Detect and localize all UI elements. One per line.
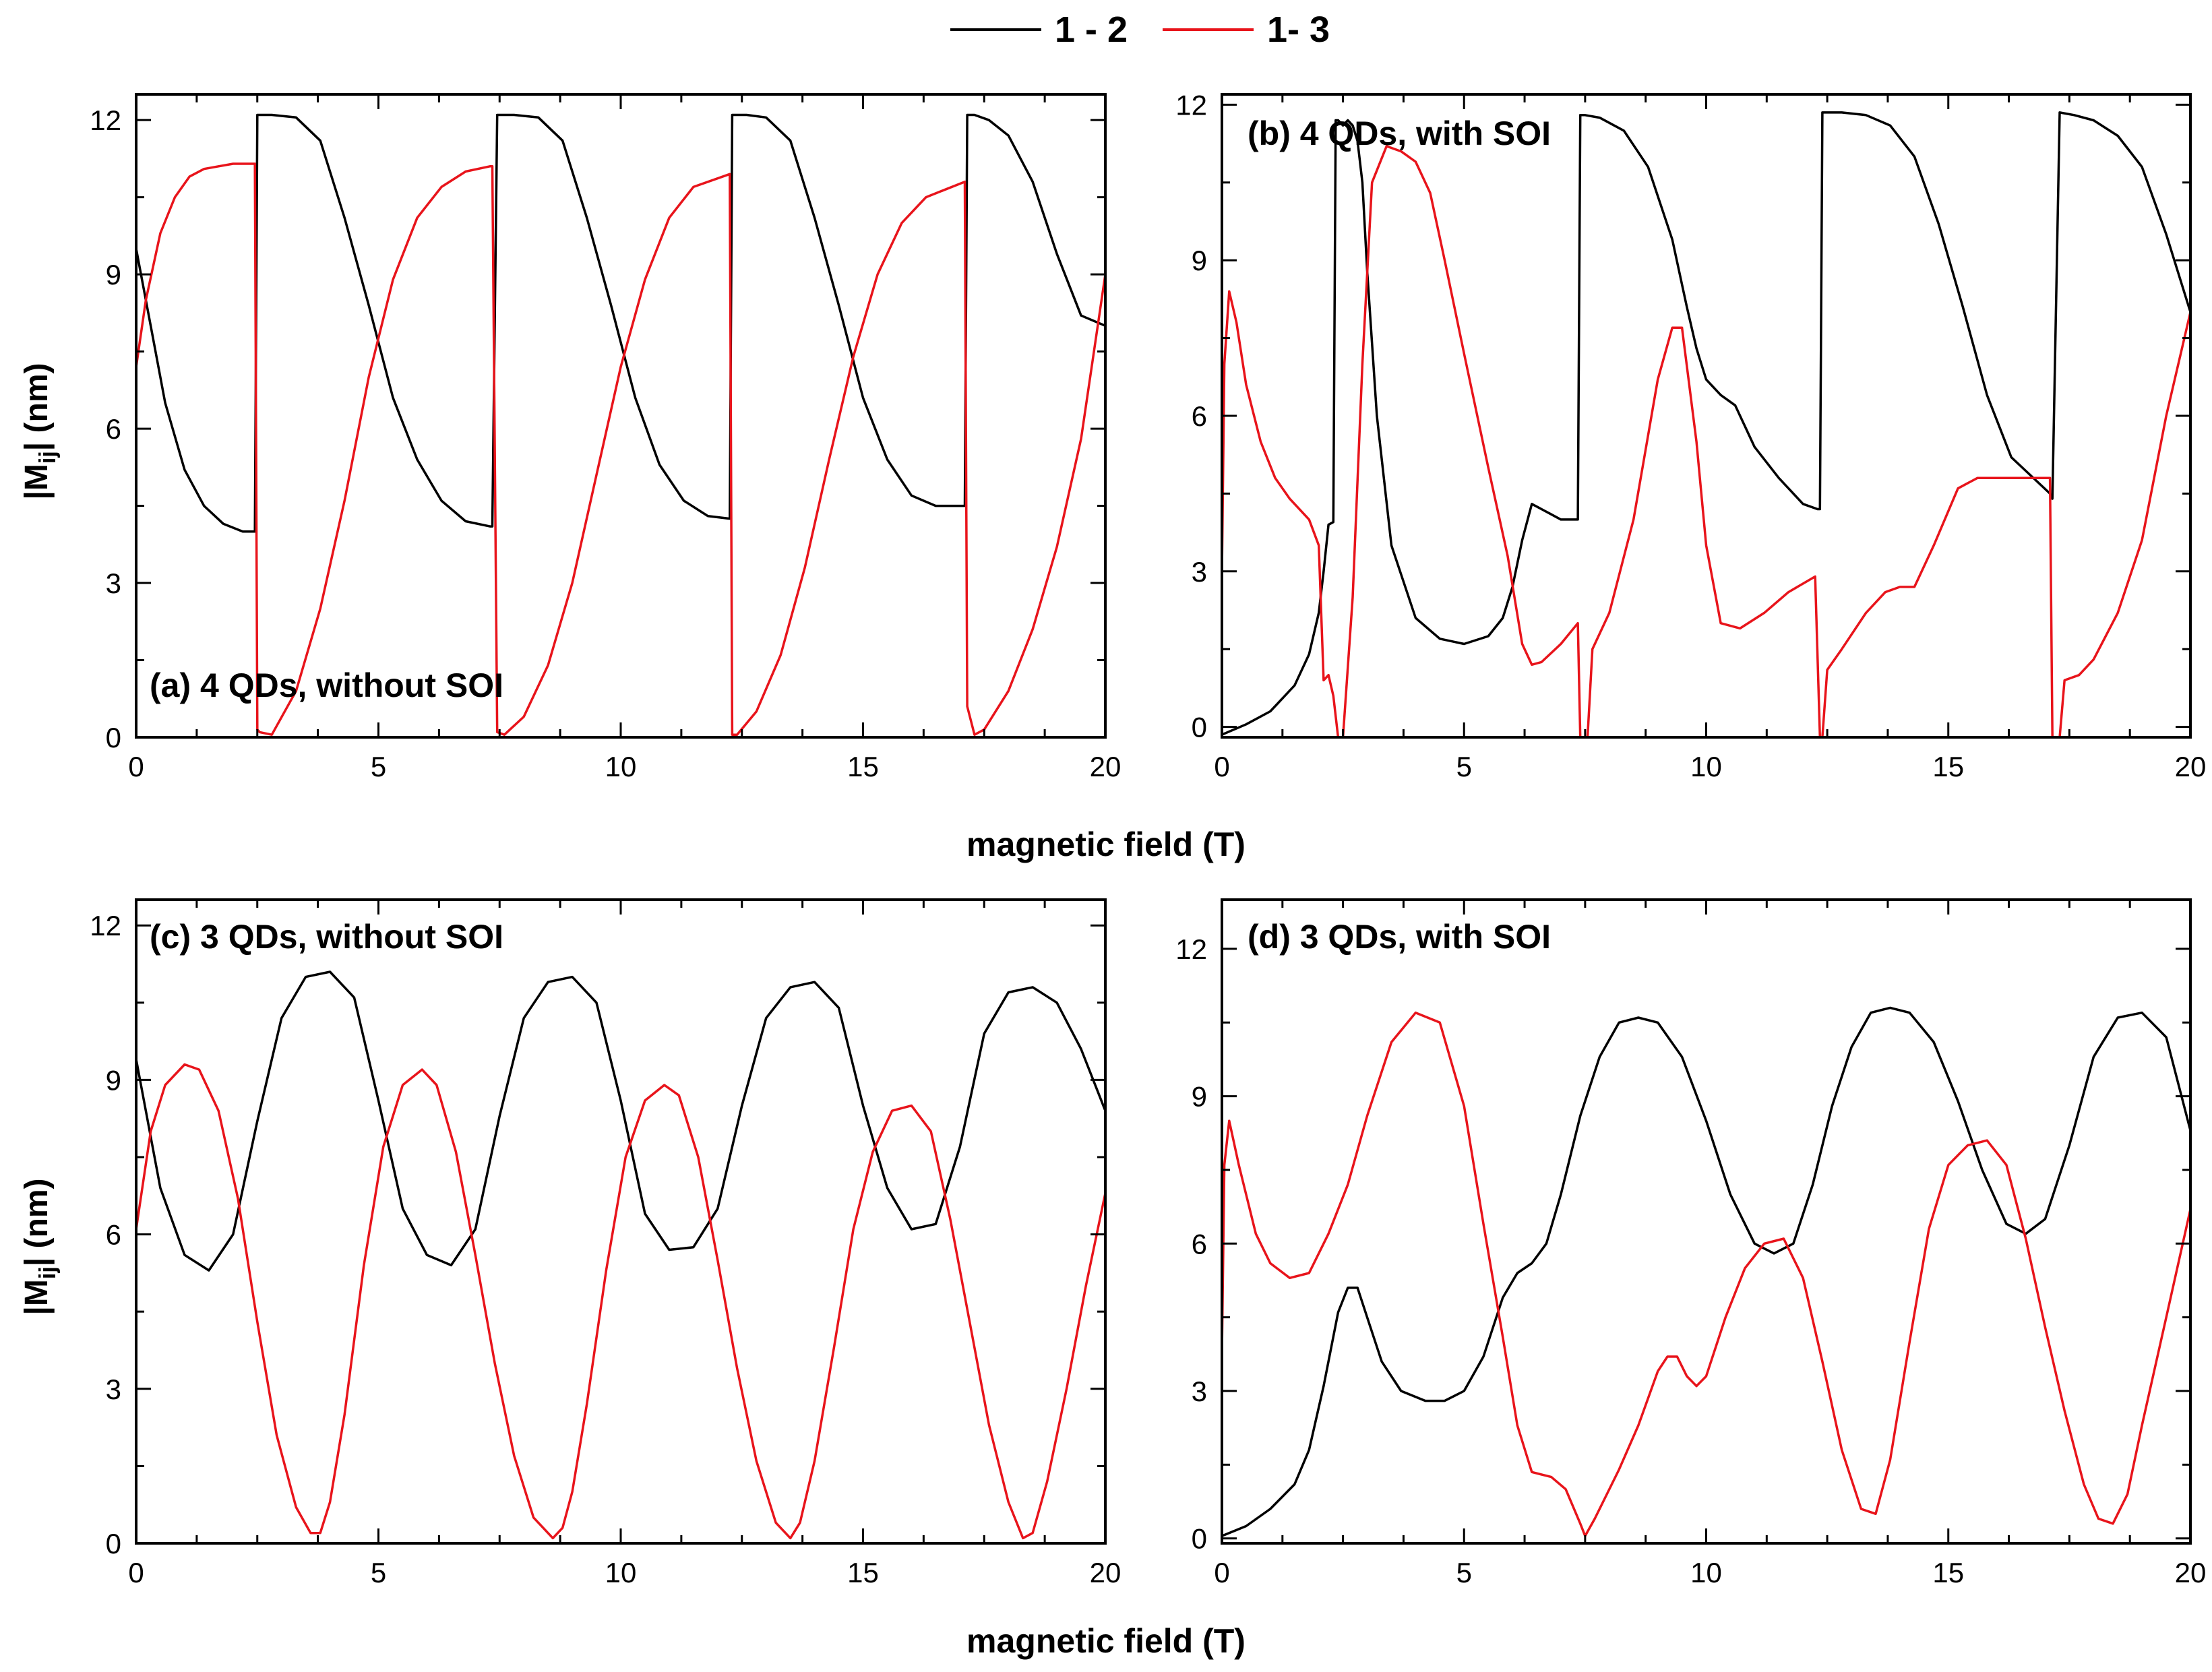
y-tick-label: 0 xyxy=(1192,712,1207,743)
x-tick-label: 10 xyxy=(1690,751,1722,782)
x-tick-label: 5 xyxy=(1456,751,1472,782)
y-tick-label: 0 xyxy=(106,722,121,753)
plot-frame xyxy=(1221,93,2192,739)
series-line-1-3 xyxy=(1222,1011,2190,1537)
series-line-1-2 xyxy=(136,970,1105,1272)
panel-a: 0 5 10 15 20 0 3 6 9 12 (a) 4 QDs, without SOI xyxy=(90,93,1122,782)
y-tick-label: 9 xyxy=(106,259,121,290)
panel-d: 0 5 10 15 20 0 3 6 9 12 (d) 3 QDs, with SOI xyxy=(1175,898,2207,1588)
x-tick-label: 20 xyxy=(1090,751,1122,782)
y-axis-label-sub: ij xyxy=(35,1266,61,1279)
y-tick-label: 3 xyxy=(1192,1375,1207,1407)
panel-title: (c) 3 QDs, without SOI xyxy=(150,918,503,956)
x-tick-label: 10 xyxy=(605,751,637,782)
series-line-1-3 xyxy=(1222,145,2190,737)
panel-title: (d) 3 QDs, with SOI xyxy=(1248,918,1551,956)
y-tick-label: 0 xyxy=(1192,1523,1207,1555)
y-tick-label: 6 xyxy=(106,413,121,445)
y-tick-label: 3 xyxy=(106,1373,121,1405)
x-tick-label: 10 xyxy=(1690,1557,1722,1588)
y-axis-label-main: |M xyxy=(19,1279,55,1315)
x-tick-label: 0 xyxy=(128,751,144,782)
x-tick-label: 15 xyxy=(1932,751,1964,782)
y-tick-label: 3 xyxy=(1192,556,1207,588)
y-tick-label: 12 xyxy=(1175,89,1207,121)
y-axis-label-bottom: |Mij| (nm) xyxy=(19,1178,61,1315)
series-line-1-2 xyxy=(136,113,1105,533)
x-tick-label: 15 xyxy=(1932,1557,1964,1588)
x-tick-label: 15 xyxy=(847,1557,879,1588)
y-axis-label-main: |M xyxy=(19,464,55,499)
legend-label-1-3: 1- 3 xyxy=(1267,9,1330,50)
y-axis-label-unit: | (nm) xyxy=(19,363,55,451)
plot-frame xyxy=(135,93,1107,739)
y-tick-label: 6 xyxy=(1192,400,1207,432)
x-tick-label: 20 xyxy=(1090,1557,1122,1588)
y-tick-label: 12 xyxy=(90,910,121,941)
x-tick-label: 20 xyxy=(2175,1557,2207,1588)
series-line-1-3 xyxy=(136,1063,1105,1540)
y-tick-label: 12 xyxy=(1175,933,1207,965)
series-line-1-2 xyxy=(1222,1006,2190,1537)
y-tick-label: 0 xyxy=(106,1528,121,1559)
panel-title: (b) 4 QDs, with SOI xyxy=(1248,115,1551,152)
legend-label-1-2: 1 - 2 xyxy=(1055,9,1128,50)
series-line-1-2 xyxy=(1222,111,2190,736)
x-axis-label-top: magnetic field (T) xyxy=(966,826,1246,863)
series-line-1-3 xyxy=(136,162,1105,736)
y-tick-label: 6 xyxy=(1192,1228,1207,1260)
x-tick-label: 10 xyxy=(605,1557,637,1588)
panel-c: 0 5 10 15 20 0 3 6 9 12 (c) 3 QDs, without SOI xyxy=(90,898,1122,1588)
y-axis-label-top: |Mij| (nm) xyxy=(19,363,61,499)
y-tick-label: 3 xyxy=(106,567,121,599)
x-tick-label: 0 xyxy=(1214,1557,1229,1588)
y-tick-label: 9 xyxy=(1192,1081,1207,1113)
y-axis-label-unit: | (nm) xyxy=(19,1178,55,1266)
x-tick-label: 0 xyxy=(1214,751,1229,782)
x-axis-label-bottom: magnetic field (T) xyxy=(966,1622,1246,1660)
x-tick-label: 5 xyxy=(371,751,386,782)
y-axis-label-sub: ij xyxy=(35,451,61,464)
y-tick-label: 9 xyxy=(106,1064,121,1096)
y-tick-label: 6 xyxy=(106,1219,121,1251)
panel-title: (a) 4 QDs, without SOI xyxy=(150,667,503,704)
x-tick-label: 0 xyxy=(128,1557,144,1588)
legend: 1 - 2 1- 3 xyxy=(950,9,1330,50)
x-tick-label: 5 xyxy=(371,1557,386,1588)
panel-b: 0 5 10 15 20 0 3 6 9 12 (b) 4 QDs, with SOI xyxy=(1175,89,2206,782)
x-tick-label: 20 xyxy=(2175,751,2207,782)
plot-frame xyxy=(135,898,1107,1545)
x-tick-label: 15 xyxy=(847,751,879,782)
plot-frame xyxy=(1221,898,2192,1545)
y-tick-label: 12 xyxy=(90,104,121,136)
y-tick-label: 9 xyxy=(1192,245,1207,276)
x-tick-label: 5 xyxy=(1456,1557,1472,1588)
